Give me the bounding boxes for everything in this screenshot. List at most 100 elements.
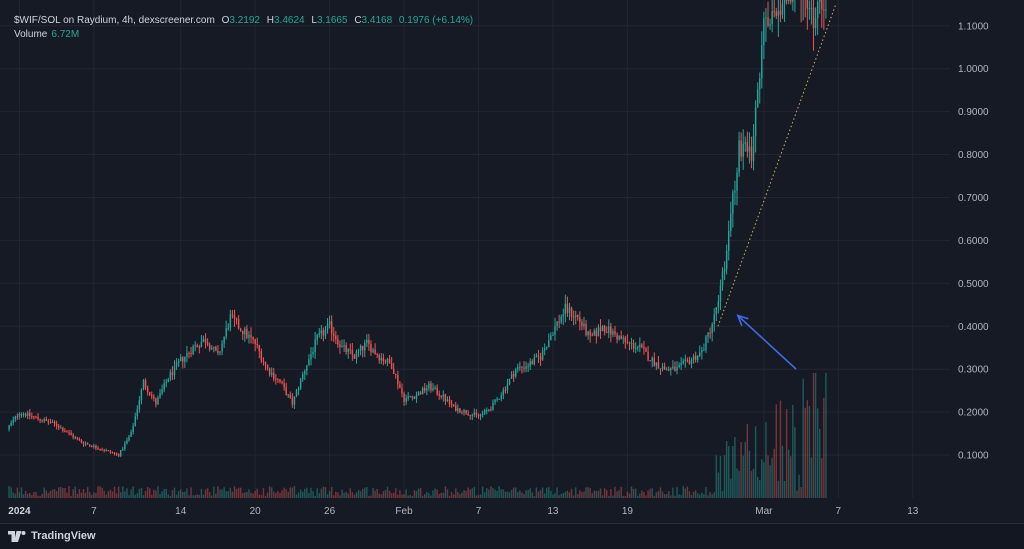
volume-bar	[517, 491, 519, 498]
volume-bar	[115, 493, 118, 498]
volume-value: 6.72M	[51, 29, 80, 40]
volume-bar	[190, 487, 192, 498]
candle-body	[64, 431, 66, 433]
candle-body	[264, 361, 267, 365]
candle-body	[512, 373, 515, 377]
candle-body	[258, 345, 261, 352]
price-axis[interactable]: 0.1000 0.2000 0.3000 0.4000 0.5000 0.6000 0.70…	[950, 0, 1024, 524]
volume-bar	[49, 490, 52, 498]
candle-body	[790, 0, 792, 2]
legend-row-volume: Volume 6.72M	[14, 28, 473, 42]
candle-body	[639, 344, 641, 348]
volume-bar	[643, 492, 645, 498]
volume-bar	[498, 486, 500, 498]
volume-bar	[45, 490, 48, 498]
candle-body	[448, 399, 451, 404]
volume-bar	[258, 494, 261, 498]
volume-bar	[523, 493, 525, 498]
volume-bar	[773, 448, 775, 498]
candle-body	[430, 383, 432, 391]
volume-bar	[504, 491, 507, 498]
volume-bar	[283, 487, 285, 498]
candle-body	[357, 350, 360, 352]
symbol-title[interactable]: $WIF/SOL on Raydium, 4h, dexscreener.com	[14, 15, 215, 26]
price-tick-label: 0.7000	[958, 193, 989, 204]
volume-bar	[29, 492, 31, 498]
candle-body	[736, 172, 738, 191]
volume-bar	[359, 491, 362, 498]
volume-bar	[701, 492, 703, 498]
price-tick-label: 1.0000	[958, 64, 989, 75]
candle-body	[161, 389, 163, 394]
price-axis-bg	[950, 0, 1024, 524]
volume-bar	[428, 493, 430, 498]
candle-body	[738, 140, 740, 173]
volume-bar	[167, 494, 170, 498]
volume-bar	[86, 487, 89, 498]
volume-bar	[242, 493, 244, 498]
volume-bar	[806, 400, 809, 498]
candle-body	[444, 394, 447, 402]
candle-body	[450, 403, 453, 406]
volume-bar	[33, 492, 35, 498]
volume-bar	[692, 491, 695, 498]
volume-bar	[572, 495, 575, 498]
volume-bar	[585, 487, 587, 498]
candle-body	[713, 314, 715, 325]
candle-body	[76, 437, 79, 439]
volume-bar	[219, 489, 221, 498]
candle-body	[665, 369, 668, 371]
candle-body	[405, 398, 407, 402]
volume-bar	[101, 487, 103, 498]
candle-body	[16, 416, 19, 418]
open-value: 3.2192	[229, 15, 260, 26]
volume-bar	[55, 491, 58, 498]
candle-body	[630, 342, 633, 344]
candle-body	[579, 317, 581, 322]
candle-body	[506, 384, 509, 391]
volume-bar	[506, 491, 509, 498]
volume-bar	[568, 492, 571, 498]
volume-bar	[630, 486, 633, 498]
candle-body	[395, 374, 397, 376]
volume-bar	[335, 491, 337, 498]
volume-bar	[223, 487, 225, 498]
volume-bar	[419, 488, 422, 498]
candle-body	[816, 1, 819, 19]
volume-bar	[779, 400, 782, 498]
volume-bar	[469, 489, 471, 498]
volume-bar	[411, 495, 414, 498]
candle-body	[603, 325, 606, 332]
volume-bar	[641, 490, 643, 498]
candle-body	[771, 11, 773, 25]
volume-bar	[353, 494, 356, 498]
candle-body	[215, 347, 217, 351]
tradingview-logo[interactable]: TradingView	[8, 530, 96, 542]
candle-body	[392, 368, 395, 375]
candle-body	[455, 405, 457, 412]
candle-body	[775, 11, 778, 16]
volume-bar	[514, 487, 517, 498]
candle-body	[355, 351, 358, 359]
candle-body	[99, 449, 101, 451]
time-axis[interactable]: 2024 7 14 20 26 Feb 7 13 19 Mar 7 13	[8, 506, 918, 517]
volume-bar	[351, 492, 354, 498]
candle-body	[785, 0, 788, 2]
volume-bar	[574, 487, 577, 498]
candle-body	[438, 393, 440, 396]
price-chart[interactable]: 0.1000 0.2000 0.3000 0.4000 0.5000 0.6000 0.70…	[0, 0, 1024, 524]
candle-body	[756, 89, 759, 108]
candle-body	[581, 321, 583, 327]
volume-bar	[438, 493, 440, 498]
volume-bar	[452, 494, 455, 498]
volume-bar	[601, 495, 604, 498]
candle-body	[746, 142, 749, 152]
volume-bar	[217, 486, 219, 498]
time-tick-label: 7	[476, 506, 482, 517]
candle-body	[281, 381, 283, 384]
volume-bar	[663, 494, 666, 498]
candle-body	[533, 357, 536, 365]
candle-body	[225, 327, 227, 337]
volume-bar	[426, 491, 428, 498]
volume-bar	[632, 488, 635, 498]
